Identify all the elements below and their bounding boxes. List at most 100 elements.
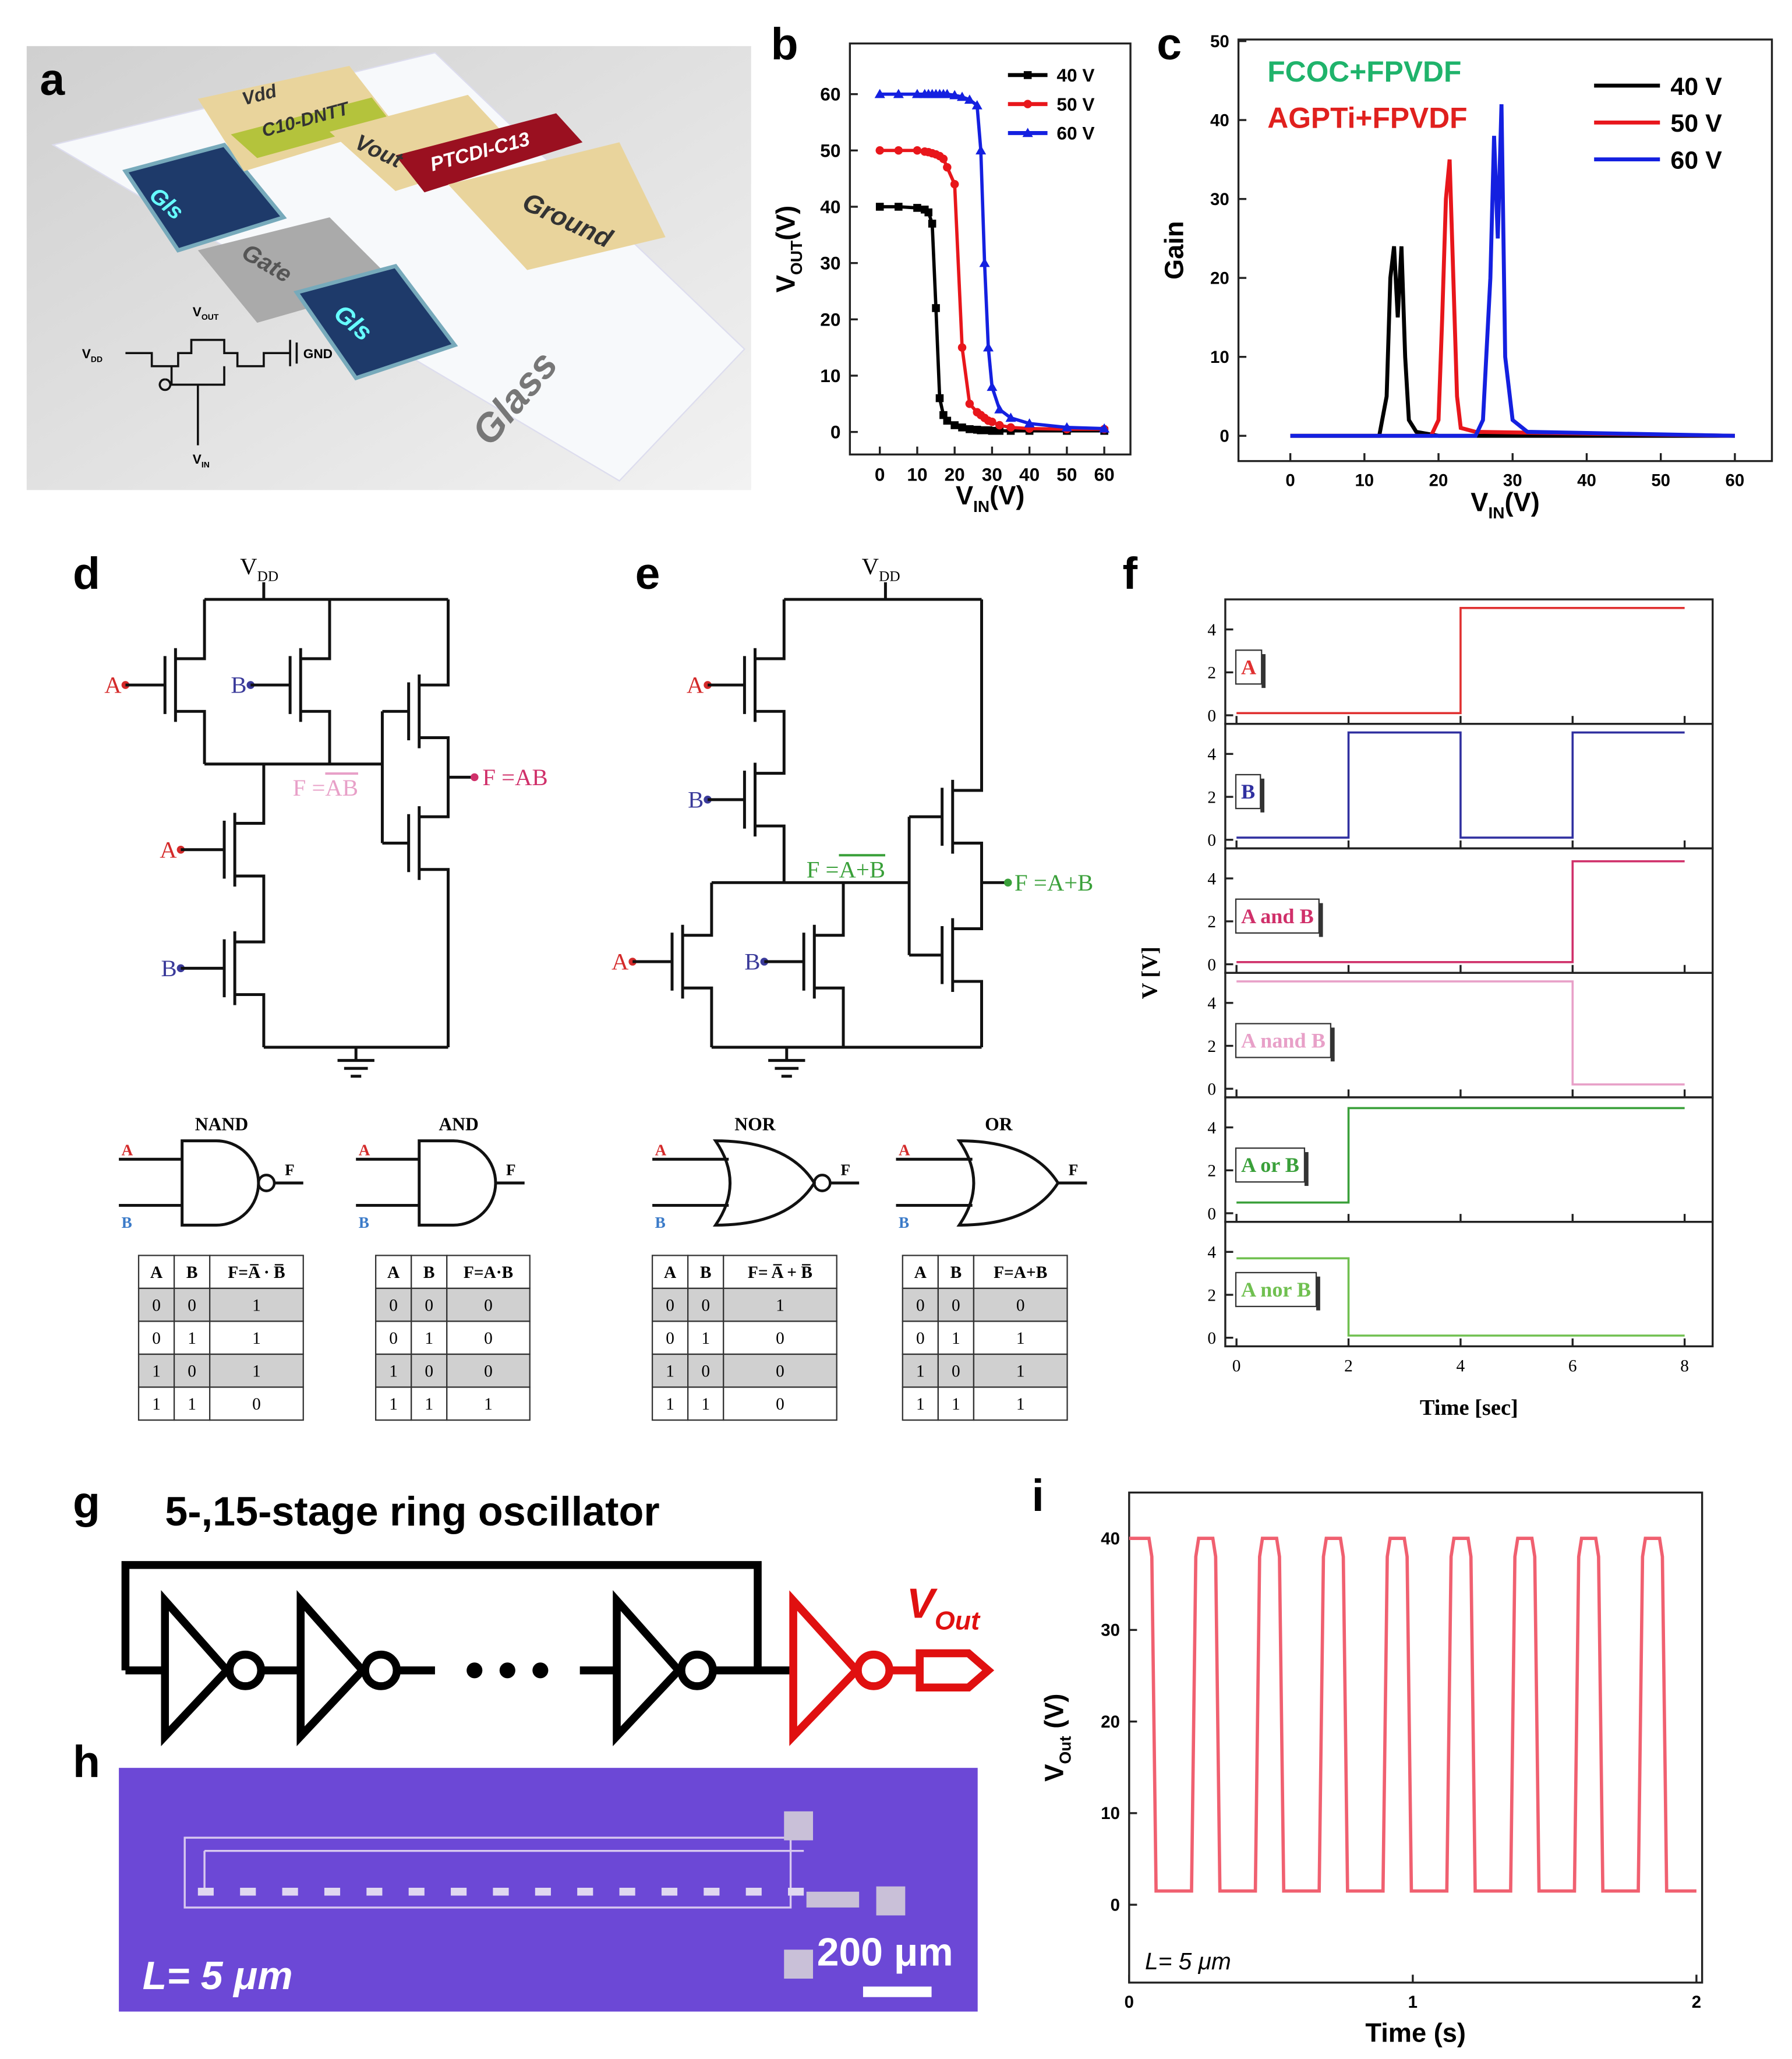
marker xyxy=(932,304,940,312)
gate-symbol xyxy=(896,1139,1087,1227)
data-line xyxy=(1236,731,1685,839)
label-box xyxy=(1235,1023,1332,1058)
table-cell xyxy=(209,1353,304,1388)
table-text: 0 xyxy=(484,1296,493,1315)
marker xyxy=(928,220,936,228)
table-cell xyxy=(973,1386,1068,1421)
y-tick-label: 0 xyxy=(1207,1080,1216,1099)
marker xyxy=(1022,128,1033,137)
x-tick-label: 2 xyxy=(1344,1357,1353,1375)
y-tick-label: 40 xyxy=(1210,111,1229,130)
y-tick-label: 4 xyxy=(1207,746,1216,764)
table-text: 0 xyxy=(1016,1296,1025,1315)
label-shadow xyxy=(1304,1152,1309,1186)
micrograph xyxy=(119,1768,978,2012)
table-text: 1 xyxy=(484,1395,493,1414)
marker xyxy=(942,89,953,98)
y-tick-label: 2 xyxy=(1207,913,1216,931)
data-line xyxy=(1290,159,1735,438)
circuit-label: VOUT xyxy=(193,305,219,322)
marker xyxy=(911,89,923,98)
table-text: 0 xyxy=(776,1329,784,1348)
label-part: (V) xyxy=(1504,488,1539,517)
output-label: VOut xyxy=(907,1580,981,1635)
y-tick-label: 50 xyxy=(820,140,840,161)
annotation: FCOC+FPVDF xyxy=(1267,55,1461,88)
gate-output: F xyxy=(1069,1161,1079,1178)
table-cell xyxy=(687,1287,724,1322)
table-text: 1 xyxy=(425,1329,433,1348)
table-text: 0 xyxy=(776,1395,784,1414)
y-tick-label: 10 xyxy=(820,365,840,386)
y-tick-label: 20 xyxy=(820,309,840,330)
y-tick-label: 40 xyxy=(820,196,840,217)
marker xyxy=(939,154,948,164)
y-tick-label: 0 xyxy=(1207,956,1216,974)
data-line xyxy=(1236,606,1685,715)
y-tick-label: 4 xyxy=(1207,1119,1216,1138)
data-line xyxy=(1236,1107,1685,1204)
input-label: A xyxy=(612,949,629,975)
table-text: 1 xyxy=(252,1362,261,1380)
marker xyxy=(913,146,922,155)
table-text: 1 xyxy=(776,1296,784,1315)
table-text: 0 xyxy=(484,1329,493,1348)
y-tick-label: 0 xyxy=(1207,1329,1216,1348)
label-box xyxy=(1235,898,1320,934)
marker xyxy=(874,89,885,98)
y-tick-label: 2 xyxy=(1207,788,1216,807)
marker xyxy=(988,426,996,435)
table-text: 0 xyxy=(916,1296,925,1315)
table-text: 1 xyxy=(252,1296,261,1315)
table-text: 1 xyxy=(952,1329,960,1348)
marker xyxy=(1005,412,1016,422)
marker xyxy=(1023,71,1032,79)
gate-name: AND xyxy=(439,1114,479,1135)
label-part: (V) xyxy=(770,206,800,241)
y-tick-label: 10 xyxy=(1210,348,1229,367)
marker xyxy=(893,89,904,98)
x-axis-label: Time (s) xyxy=(1365,2018,1466,2048)
marker xyxy=(949,90,960,100)
plot-frame xyxy=(1128,1491,1703,1984)
table-cell xyxy=(209,1386,304,1421)
x-tick-label: 10 xyxy=(907,464,927,485)
marker xyxy=(979,257,990,267)
label-part: OUT xyxy=(202,312,219,322)
panel-label: a xyxy=(40,55,65,105)
y-tick-label: 0 xyxy=(1207,831,1216,850)
data-line xyxy=(1129,1537,1696,1893)
y-tick-label: 40 xyxy=(1101,1529,1120,1548)
y-tick-label: 20 xyxy=(1210,269,1229,288)
table-cell xyxy=(687,1386,724,1421)
label-shadow xyxy=(1330,1027,1335,1062)
table-text: 0 xyxy=(776,1362,784,1380)
table-text: 0 xyxy=(152,1296,161,1315)
input-label: A xyxy=(104,672,122,698)
y-tick-label: 2 xyxy=(1207,664,1216,683)
panel-label: d xyxy=(73,549,100,599)
gate-input: B xyxy=(359,1214,369,1231)
series-label: B xyxy=(1241,780,1255,803)
table-text: 1 xyxy=(916,1395,925,1414)
table-text: 0 xyxy=(425,1296,433,1315)
table-cell xyxy=(937,1353,975,1388)
label-part: IN xyxy=(202,460,210,469)
marker xyxy=(1006,423,1015,432)
label-box xyxy=(1235,1147,1306,1183)
label-part: F = xyxy=(293,775,326,801)
x-tick-label: 50 xyxy=(1056,464,1077,485)
table-text: 1 xyxy=(389,1362,398,1380)
marker xyxy=(924,208,933,217)
gate-input: A xyxy=(359,1141,370,1159)
panel-label: e xyxy=(635,549,660,599)
y-tick-label: 4 xyxy=(1207,994,1216,1013)
input-label: A xyxy=(687,672,704,698)
gate-symbol xyxy=(119,1139,303,1227)
label-box xyxy=(1235,649,1263,685)
x-tick-label: 1 xyxy=(1408,1993,1418,2012)
table-text: 1 xyxy=(701,1395,710,1414)
gate-input: B xyxy=(655,1214,666,1231)
label-part: V xyxy=(907,1580,938,1627)
data-line xyxy=(1236,860,1685,963)
